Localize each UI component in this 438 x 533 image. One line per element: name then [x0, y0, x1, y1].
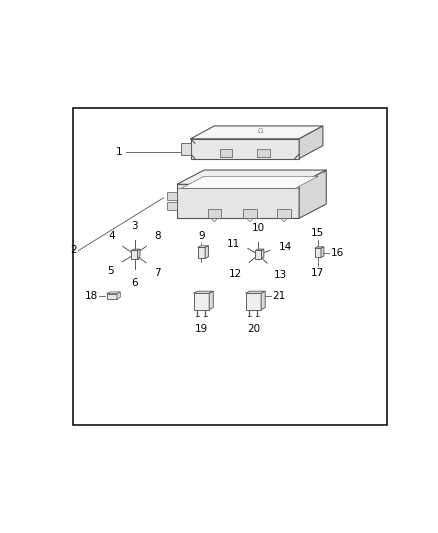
- Polygon shape: [255, 249, 264, 251]
- Polygon shape: [314, 248, 321, 257]
- Bar: [208, 209, 221, 218]
- Text: 6: 6: [131, 278, 138, 288]
- Text: 18: 18: [85, 292, 98, 301]
- Text: 7: 7: [154, 268, 161, 278]
- Polygon shape: [205, 246, 208, 259]
- Polygon shape: [167, 192, 177, 200]
- Text: 11: 11: [226, 239, 240, 249]
- Text: 9: 9: [198, 231, 205, 241]
- Text: 20: 20: [247, 324, 260, 334]
- Polygon shape: [246, 291, 265, 293]
- Polygon shape: [194, 291, 213, 293]
- Text: Ω: Ω: [258, 128, 263, 134]
- Text: 16: 16: [331, 248, 344, 258]
- Polygon shape: [177, 170, 326, 184]
- Text: 12: 12: [229, 269, 242, 279]
- Text: 13: 13: [274, 270, 287, 280]
- Text: 14: 14: [279, 242, 292, 252]
- Text: 4: 4: [109, 231, 115, 241]
- Polygon shape: [194, 293, 209, 310]
- Text: 17: 17: [311, 268, 325, 278]
- Polygon shape: [138, 249, 140, 259]
- Text: 19: 19: [195, 324, 208, 334]
- Polygon shape: [261, 291, 265, 310]
- Polygon shape: [181, 142, 191, 155]
- Polygon shape: [107, 292, 120, 294]
- Polygon shape: [321, 247, 324, 257]
- Bar: [220, 149, 232, 157]
- Polygon shape: [198, 246, 208, 247]
- Polygon shape: [131, 249, 140, 251]
- Polygon shape: [117, 292, 120, 299]
- Polygon shape: [209, 291, 213, 310]
- Text: 1: 1: [116, 147, 123, 157]
- Polygon shape: [255, 251, 261, 259]
- Text: 21: 21: [273, 292, 286, 301]
- Polygon shape: [177, 184, 299, 218]
- Polygon shape: [191, 126, 323, 139]
- Bar: [243, 209, 257, 218]
- Text: 15: 15: [311, 228, 325, 238]
- Polygon shape: [167, 203, 177, 211]
- Polygon shape: [181, 176, 318, 188]
- Text: 3: 3: [131, 221, 138, 231]
- Polygon shape: [314, 247, 324, 248]
- Bar: [258, 149, 270, 157]
- Polygon shape: [198, 247, 205, 259]
- Text: 8: 8: [154, 231, 161, 241]
- Polygon shape: [261, 249, 264, 259]
- Text: 5: 5: [107, 266, 114, 277]
- Polygon shape: [246, 293, 261, 310]
- Polygon shape: [299, 170, 326, 218]
- Bar: [277, 209, 291, 218]
- Polygon shape: [131, 251, 138, 259]
- Polygon shape: [107, 294, 117, 299]
- Text: 2: 2: [70, 246, 77, 255]
- Polygon shape: [191, 139, 299, 158]
- Polygon shape: [299, 126, 323, 158]
- Text: 10: 10: [252, 223, 265, 233]
